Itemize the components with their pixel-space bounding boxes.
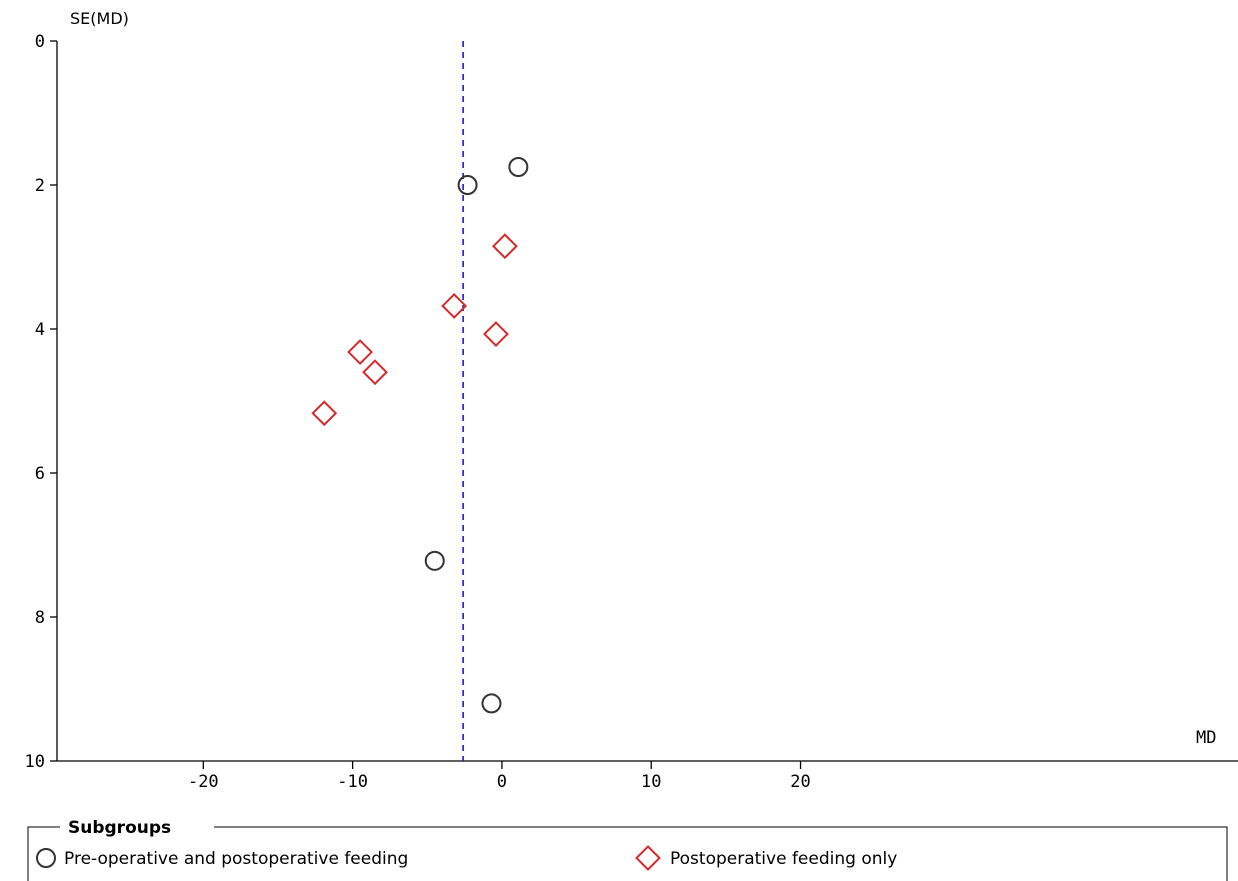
x-tick-label: -20: [188, 772, 219, 792]
legend-marker-circle: [36, 848, 56, 868]
x-tick-label: -10: [337, 772, 368, 792]
circle-point: [424, 550, 445, 571]
axes: 0 2 4 6 8 10 -20 -10 0 10 20: [25, 32, 1238, 792]
x-tick-label: 0: [497, 772, 507, 792]
y-axis-title: SE(MD): [70, 9, 129, 28]
circle-point: [481, 693, 502, 714]
data-points: [311, 157, 529, 714]
legend-item-label: Pre-operative and postoperative feeding: [64, 849, 408, 869]
y-tick-label: 4: [35, 320, 45, 340]
x-tick-label: 10: [641, 772, 661, 792]
diamond-point: [362, 359, 388, 386]
circle-point: [508, 157, 529, 177]
legend-title: Subgroups: [68, 818, 171, 838]
y-tick-label: 6: [35, 464, 45, 484]
y-tick-label: 10: [25, 752, 45, 772]
diamond-point: [347, 339, 374, 365]
legend-item-label: Postoperative feeding only: [670, 849, 897, 869]
legend: Subgroups Pre-operative and postoperativ…: [27, 818, 1228, 881]
x-tick-label: 20: [790, 772, 810, 792]
diamond-point: [441, 293, 468, 319]
y-tick-label: 0: [35, 32, 45, 52]
x-axis-title: MD: [1196, 728, 1216, 748]
diamond-point: [483, 321, 509, 347]
diamond-point: [311, 400, 338, 427]
y-tick-label: 2: [35, 176, 45, 196]
circle-point: [457, 175, 478, 195]
y-tick-label: 8: [35, 608, 45, 628]
legend-marker-diamond: [635, 845, 661, 871]
diamond-point: [491, 233, 518, 260]
legend-frame: [27, 826, 1228, 881]
